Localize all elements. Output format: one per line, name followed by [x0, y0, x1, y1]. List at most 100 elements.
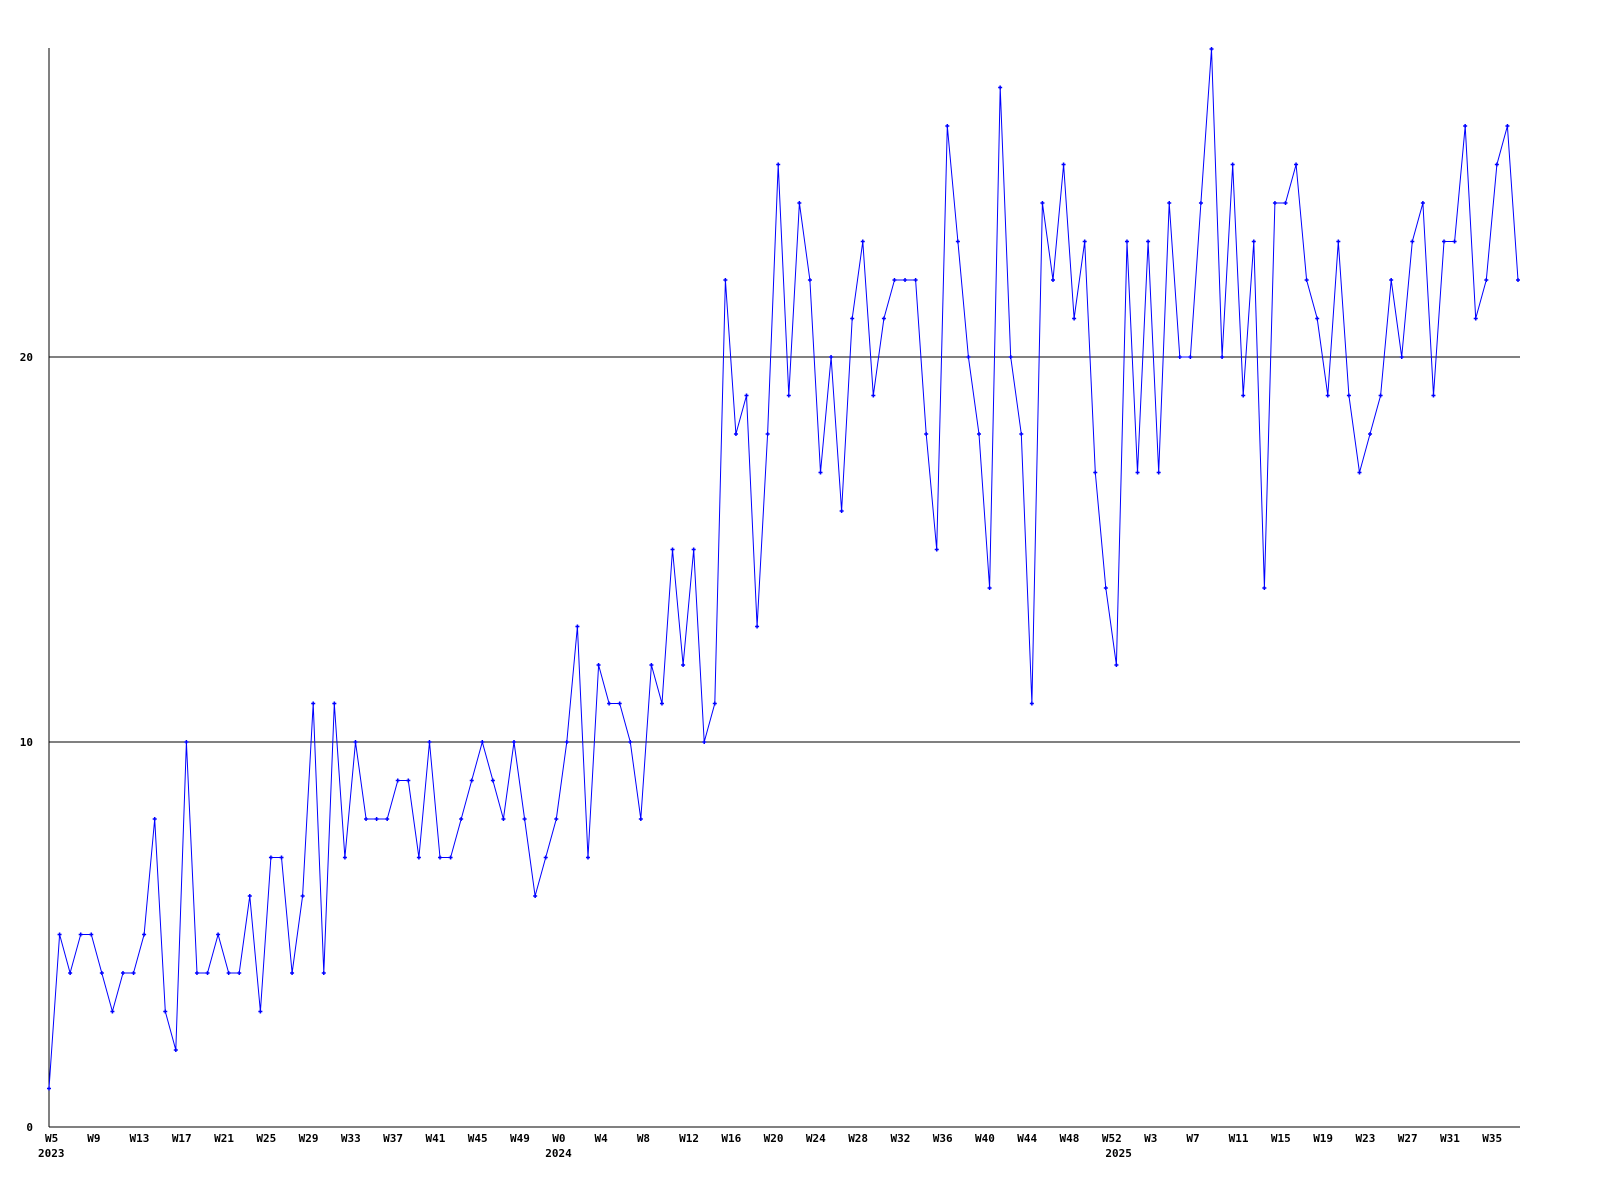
data-point: [57, 932, 62, 937]
data-point: [427, 740, 432, 744]
x-tick-label: W5: [45, 1132, 58, 1145]
data-point: [226, 971, 231, 975]
series-line: [47, 47, 1520, 1091]
data-point: [818, 470, 823, 475]
data-point: [1209, 47, 1214, 51]
data-point: [68, 971, 73, 975]
data-point: [459, 817, 464, 821]
data-point: [300, 894, 305, 898]
data-point: [1368, 432, 1373, 436]
data-point: [163, 1009, 168, 1014]
data-point: [1114, 663, 1119, 667]
data-point: [1494, 162, 1499, 167]
data-point: [1198, 201, 1203, 205]
data-point: [1251, 239, 1256, 244]
x-tick-label: W33: [341, 1132, 361, 1145]
data-point: [1220, 355, 1225, 359]
data-point: [385, 817, 390, 821]
data-point: [607, 701, 612, 706]
data-point: [543, 855, 548, 860]
data-point: [120, 971, 125, 975]
data-point: [1410, 239, 1415, 244]
data-point: [776, 162, 781, 167]
data-point: [184, 740, 189, 744]
data-point: [469, 778, 474, 783]
axes: [48, 48, 1520, 1128]
data-point: [364, 817, 369, 821]
data-point: [448, 855, 453, 860]
x-tick-label: W35: [1482, 1132, 1502, 1145]
data-point: [395, 778, 400, 783]
x-tick-label: W21: [214, 1132, 234, 1145]
y-tick-labels: 0 10 20: [20, 351, 33, 1134]
data-point: [554, 817, 559, 821]
x-tick-label: W31: [1440, 1132, 1460, 1145]
data-point: [1283, 201, 1288, 205]
data-point: [1315, 316, 1320, 321]
data-point: [1019, 432, 1024, 436]
x-tick-label: W49: [510, 1132, 530, 1145]
data-point: [807, 278, 812, 282]
data-point: [321, 971, 326, 975]
x-tick-labels: W5 W9 W13 W17 W21 W25 W29 W33 W37 W41 W45 W49 W0 W4 W8…: [38, 1132, 1502, 1160]
data-point: [585, 855, 590, 860]
data-point: [691, 547, 696, 552]
data-point: [99, 971, 104, 975]
data-point: [374, 817, 379, 821]
data-point: [1420, 201, 1425, 205]
data-point: [205, 971, 210, 975]
data-point: [1294, 162, 1299, 167]
data-point: [501, 817, 506, 821]
data-point: [1399, 355, 1404, 359]
data-point: [786, 393, 791, 398]
data-point: [945, 124, 950, 128]
data-point: [1505, 124, 1510, 128]
data-point: [1188, 355, 1193, 359]
data-point: [490, 778, 495, 783]
data-point: [1029, 701, 1034, 706]
data-point: [1484, 278, 1489, 282]
data-point: [977, 432, 982, 436]
data-point: [723, 278, 728, 282]
data-point: [934, 547, 939, 552]
data-point: [829, 355, 834, 359]
data-point: [903, 278, 908, 282]
x-tick-label: W24: [806, 1132, 826, 1145]
grid-lines: [49, 356, 1520, 743]
data-point: [131, 971, 136, 975]
data-point: [1463, 124, 1468, 128]
data-point: [279, 855, 284, 860]
data-point: [142, 932, 147, 937]
data-point: [839, 509, 844, 513]
data-point: [237, 971, 242, 975]
year-label: 2025: [1105, 1147, 1132, 1160]
data-point: [564, 740, 569, 744]
data-point: [1156, 470, 1161, 475]
data-point: [987, 586, 992, 590]
y-tick-label: 0: [26, 1121, 33, 1134]
x-tick-label: W29: [299, 1132, 319, 1145]
x-tick-label: W12: [679, 1132, 699, 1145]
data-point: [1304, 278, 1309, 282]
data-point: [1272, 201, 1277, 205]
data-point: [702, 740, 707, 744]
data-point: [670, 547, 675, 552]
x-tick-label: W0: [552, 1132, 565, 1145]
data-point: [628, 740, 633, 744]
data-point: [955, 239, 960, 244]
x-tick-label: W13: [130, 1132, 150, 1145]
data-point: [617, 701, 622, 706]
x-tick-label: W11: [1229, 1132, 1249, 1145]
data-point: [998, 85, 1003, 90]
y-tick-label: 10: [20, 736, 33, 749]
data-point: [1072, 316, 1077, 321]
data-point: [1040, 201, 1045, 205]
data-point: [1082, 239, 1087, 244]
data-point: [733, 432, 738, 436]
data-point: [438, 855, 443, 860]
data-point: [649, 663, 654, 667]
year-label: 2024: [545, 1147, 572, 1160]
data-point: [110, 1009, 115, 1014]
data-point: [924, 432, 929, 436]
x-tick-label: W8: [637, 1132, 650, 1145]
